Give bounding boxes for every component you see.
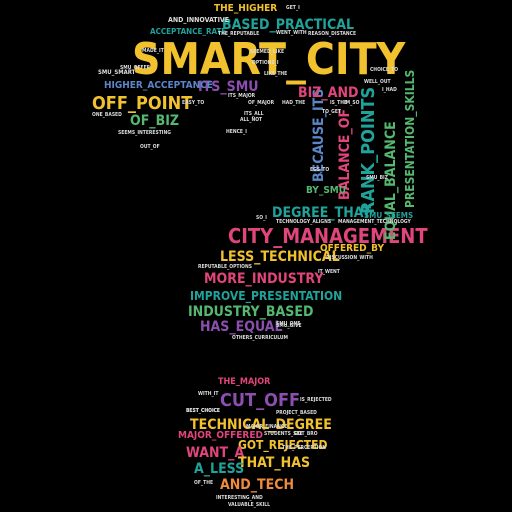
word-get-i: GET_I: [286, 5, 300, 11]
word-one-based: ONE_BASED: [92, 112, 122, 118]
word-of-the: OF_THE: [194, 480, 214, 486]
word-choice-to: CHOICE_TO: [370, 67, 399, 73]
word-major-offered: MAJOR_OFFERED: [178, 430, 263, 441]
word-its-major: ITS_MAJOR: [228, 93, 256, 99]
word-like-the: LIKE_THE: [264, 71, 288, 77]
word-with-it: WITH_IT: [198, 391, 219, 397]
word-best-choice: BEST_CHOICE: [186, 408, 220, 414]
word-and-innovative: AND_INNOVATIVE: [168, 16, 230, 24]
word-smu-biz: SMU_BIZ: [366, 175, 388, 181]
word-out-of: OUT_OF: [140, 144, 160, 150]
word-higher-acceptance: HIGHER_ACCEPTANCE: [104, 80, 213, 91]
word-off-point: OFF_POINT: [92, 93, 193, 114]
word-had-the: HAD_THE: [282, 100, 306, 106]
word-hence-i: HENCE_I: [226, 129, 247, 135]
word-so-i: SO_I: [256, 215, 267, 221]
word-is-rejected: IS_REJECTED: [300, 397, 332, 403]
word-has-equal: HAS_EQUAL: [200, 319, 283, 335]
word-students-see: STUDENTS_SEE: [264, 431, 303, 437]
word-cut-off: CUT_OFF: [220, 390, 301, 411]
word-by-smu: BY_SMU: [306, 185, 347, 196]
word-presentation-skills: PRESENTATION_SKILLS: [403, 69, 417, 208]
word-smart-city: SMART_CITY: [132, 34, 406, 85]
word-a-less: A_LESS: [194, 461, 245, 477]
word-based-practical: BASED_PRACTICAL: [222, 17, 354, 33]
word-to-get: TO_GET: [322, 109, 341, 115]
word-project-based: PROJECT_BASED: [276, 410, 317, 416]
word-smu-offer: SMU_OFFER: [120, 65, 151, 71]
word-rank-points: RANK_POINTS: [358, 86, 379, 214]
word-major-finance: MAJOR_FINANCE: [246, 424, 288, 430]
word-well-out: WELL_OUT: [364, 79, 391, 85]
word-got-bro: GOT_BRO: [294, 431, 318, 437]
word-the-higher: THE_HIGHER: [214, 3, 278, 14]
word-discussion-with: DISCUSSION_WITH: [326, 255, 373, 261]
word-industry-based: INDUSTRY_BASED: [188, 304, 314, 320]
word-its-smu: ITS_SMU: [198, 79, 259, 95]
word-smu-seems: SMU_SEEMS: [364, 211, 414, 220]
word-egs-to: EGS_TO: [310, 167, 330, 173]
word-seemed-like: SEEMED_LIKE: [250, 49, 285, 55]
word-management-technology: MANAGEMENT_TECHNOLOGY: [338, 219, 411, 225]
word-i-had: I_HAD: [382, 87, 397, 93]
word-acceptance-rate: ACCEPTANCE_RATE: [150, 27, 227, 36]
word-biz-and: BIZ_AND: [298, 85, 359, 101]
word-made-it: MADE_IT: [142, 48, 164, 54]
word-the-major: THE_MAJOR: [218, 377, 271, 387]
word-is-the: IS_THE: [330, 100, 348, 106]
word-got-rejected: GOT_REJECTED: [238, 438, 328, 452]
word-that-has: THAT_HAS: [238, 455, 311, 471]
word-its-all: ITS_ALL: [244, 111, 264, 117]
word-reason-distance: REASON_DISTANCE: [308, 31, 357, 37]
word-smu-one: SMU_ONE: [276, 321, 301, 327]
word-technical-degree: TECHNICAL_DEGREE: [190, 417, 332, 433]
word-seems-interesting: SEEMS_INTERESTING: [118, 130, 171, 136]
word-it-went: IT_WENT: [318, 269, 340, 275]
word-reputable-options: REPUTABLE_OPTIONS: [198, 264, 252, 270]
word-the-reputable: THE_REPUTABLE: [218, 31, 260, 37]
word-valuable-skill: VALUABLE_SKILL: [228, 502, 271, 508]
word-want-a: WANT_A: [186, 445, 245, 461]
word-of-biz: OF_BIZ: [130, 113, 180, 129]
word-city-management: CITY_MANAGEMENT: [228, 224, 428, 248]
word-smu-give: SMU_GIVE: [276, 323, 302, 329]
word-improve-presentation: IMPROVE_PRESENTATION: [190, 289, 343, 303]
word-technology-aligns: TECHNOLOGY_ALIGNS: [276, 219, 332, 225]
word-others-curriculum: OTHERS_CURRICULUM: [232, 335, 289, 341]
word-went-with: WENT_WITH: [276, 30, 307, 36]
word-best-choice: BEST_CHOICE: [186, 408, 220, 414]
word-interesting-and: INTERESTING_AND: [216, 495, 263, 501]
word-the-perception: THE_PERCEPTION: [282, 445, 326, 451]
word-im-so: IM_SO: [344, 100, 360, 106]
word-smu-smart: SMU_SMART: [98, 69, 136, 76]
word-offered-by: OFFERED_BY: [320, 243, 384, 254]
word-more-industry: MORE_INDUSTRY: [204, 271, 324, 287]
word-less-technical: LESS_TECHNICAL: [220, 249, 340, 265]
word-easy-to: EASY_TO: [182, 100, 205, 106]
word-all-not: ALL_NOT: [240, 117, 263, 123]
word-degree-that: DEGREE_THAT: [272, 205, 371, 221]
word-and-tech: AND_TECH: [220, 477, 295, 493]
word-of-major: OF_MAJOR: [248, 100, 275, 106]
word-options-i: OPTIONS_I: [252, 60, 279, 66]
